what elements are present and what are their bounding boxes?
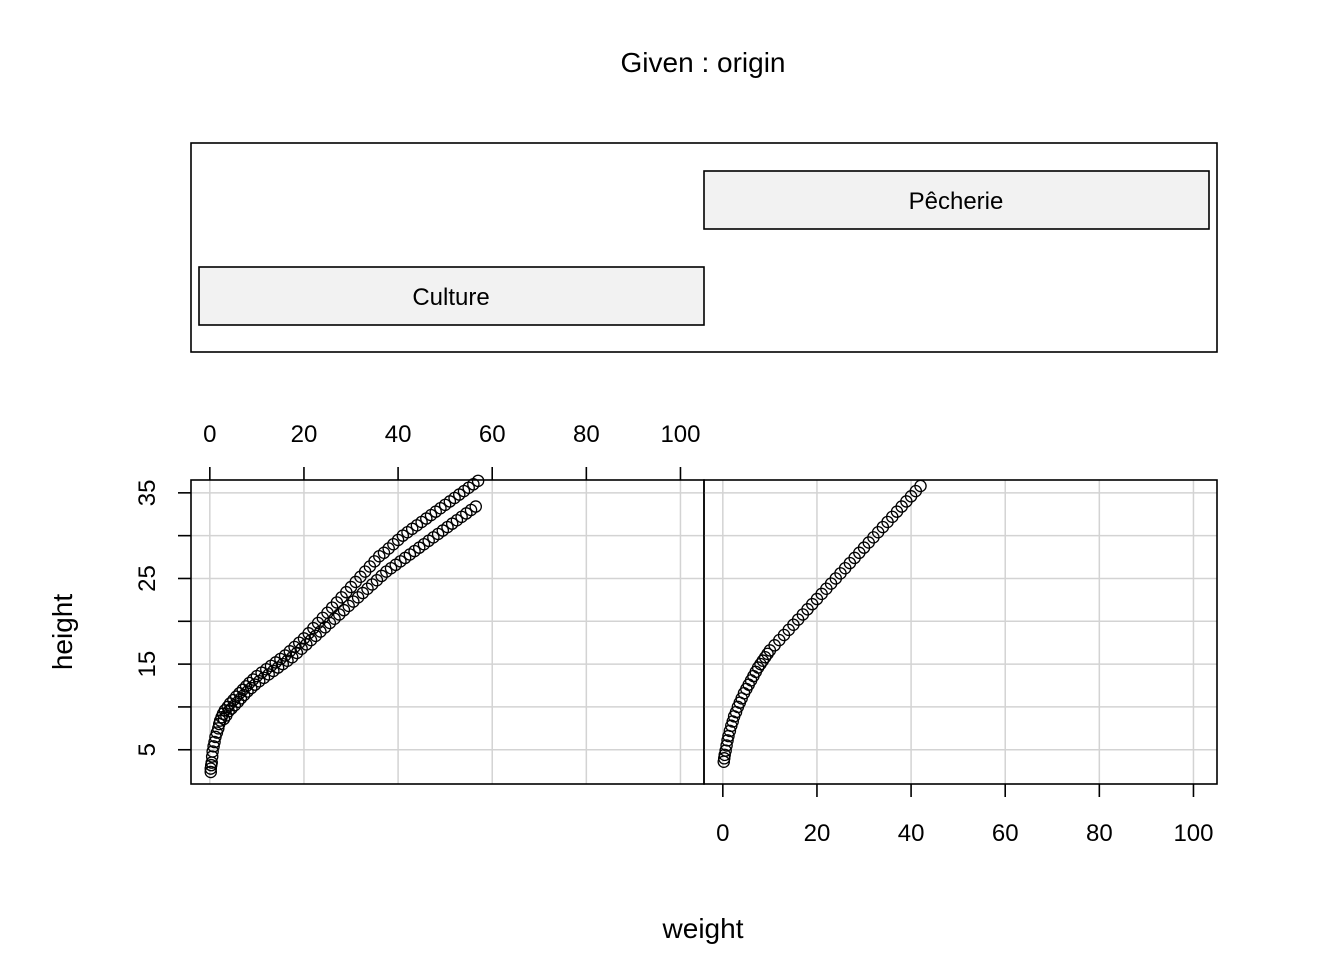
given-bar-pecherie-label: Pêcherie: [909, 188, 1004, 215]
x-axis-label: weight: [662, 913, 744, 944]
given-panel: Culture Pêcherie: [190, 142, 1218, 353]
data-point-culture: [237, 688, 251, 702]
data-point-culture: [333, 608, 346, 621]
data-point-pecherie: [754, 657, 767, 671]
x-tick-label-pecherie: 40: [898, 820, 925, 847]
scatter-panels: 0 20 40 60 80 100 5 15 25 35 0 20 40 60 80 100: [134, 421, 1218, 847]
data-point-culture: [205, 750, 219, 763]
data-point-culture: [309, 629, 322, 643]
data-point-culture: [248, 678, 262, 691]
y-axis-label: height: [47, 594, 78, 671]
data-point-culture: [239, 680, 253, 693]
y-tick-label: 15: [134, 651, 161, 678]
chart-title: Given : origin: [621, 47, 786, 78]
data-point-pecherie: [718, 748, 731, 762]
data-point-culture: [323, 616, 337, 630]
data-point-culture: [375, 569, 388, 583]
x-tick-label-pecherie: 80: [1086, 820, 1113, 847]
data-point-pecherie: [747, 669, 760, 683]
data-point-culture: [328, 612, 341, 625]
data-point-pecherie: [758, 651, 772, 664]
y-tick-label: 5: [134, 743, 161, 756]
y-tick-label: 35: [134, 479, 161, 506]
data-point-culture: [351, 591, 365, 604]
x-tick-label-culture: 20: [291, 421, 318, 448]
x-tick-label-pecherie: 20: [804, 820, 831, 847]
x-tick-label-culture: 100: [660, 421, 700, 448]
data-point-culture: [241, 685, 254, 698]
given-panel-frame: [190, 142, 1218, 353]
panel-frame-pecherie: [703, 479, 1218, 785]
data-point-culture: [207, 740, 220, 753]
x-tick-label-culture: 40: [385, 421, 412, 448]
data-point-culture: [243, 676, 256, 690]
data-point-culture: [391, 533, 405, 547]
data-point-culture: [356, 586, 370, 600]
data-point-culture: [469, 500, 482, 513]
data-point-culture: [244, 681, 258, 695]
data-point-pecherie: [756, 654, 770, 667]
data-point-culture: [342, 599, 355, 613]
data-point-culture: [288, 640, 301, 654]
x-tick-label-pecherie: 0: [716, 820, 729, 847]
data-point-culture: [208, 735, 221, 749]
data-point-culture: [314, 625, 327, 638]
data-point-culture: [370, 573, 384, 587]
data-point-culture: [283, 645, 297, 658]
data-point-culture: [361, 582, 374, 596]
y-tick-label: 25: [134, 565, 161, 592]
data-point-culture: [212, 722, 225, 735]
x-tick-label-culture: 0: [203, 421, 216, 448]
data-point-culture: [471, 474, 485, 488]
data-point-culture: [382, 542, 395, 555]
data-point-pecherie: [761, 647, 774, 661]
data-point-pecherie: [721, 734, 734, 747]
given-bar-culture: [198, 266, 705, 326]
x-tick-label-pecherie: 60: [992, 820, 1019, 847]
data-point-culture: [234, 692, 248, 705]
data-point-culture: [365, 578, 379, 591]
data-point-pecherie: [742, 678, 755, 691]
data-point-culture: [337, 603, 351, 617]
given-bar-pecherie: [703, 170, 1210, 230]
x-tick-label-culture: 60: [479, 421, 506, 448]
data-point-culture: [377, 546, 391, 560]
data-point-culture: [387, 537, 400, 551]
x-tick-label-pecherie: 100: [1173, 820, 1213, 847]
data-point-culture: [204, 765, 218, 779]
data-point-pecherie: [744, 674, 758, 687]
data-point-culture: [347, 595, 360, 608]
data-point-pecherie: [720, 739, 733, 752]
data-point-culture: [292, 636, 306, 649]
data-point-culture: [304, 633, 318, 647]
x-tick-label-culture: 80: [573, 421, 600, 448]
data-point-culture: [206, 745, 219, 758]
given-bar-culture-label: Culture: [412, 284, 489, 311]
data-point-pecherie: [723, 724, 737, 738]
data-point-culture: [225, 702, 238, 715]
data-point-pecherie: [751, 661, 765, 674]
data-point-pecherie: [740, 682, 753, 696]
data-point-culture: [318, 621, 332, 634]
